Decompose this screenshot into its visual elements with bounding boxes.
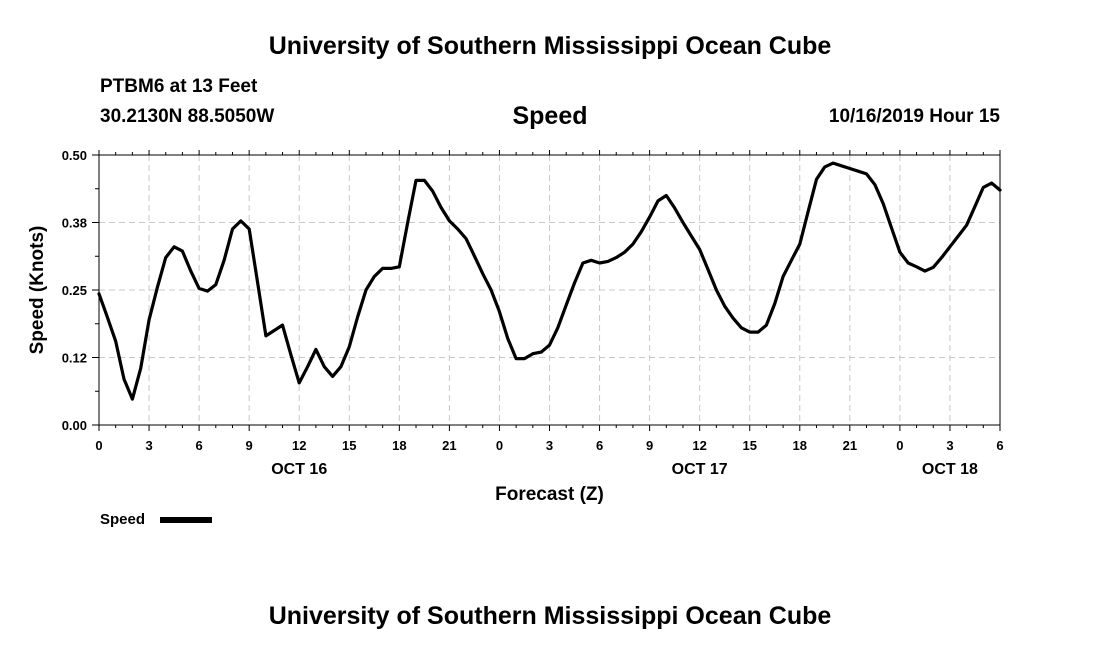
x-tick-label: 3	[946, 438, 953, 453]
datetime-label: 10/16/2019 Hour 15	[828, 106, 1000, 127]
y-tick-label: 0.25	[62, 283, 87, 298]
y-tick-label: 0.00	[62, 418, 87, 433]
x-tick-label: 12	[292, 438, 306, 453]
chart-title: Speed	[512, 102, 588, 130]
x-tick-label: 21	[843, 438, 857, 453]
coordinates-label: 30.2130N 88.5050W	[100, 106, 275, 127]
axis-ticks	[92, 150, 1001, 431]
x-tick-label: 9	[646, 438, 653, 453]
date-label: OCT 16	[271, 461, 327, 478]
y-tick-label: 0.50	[62, 148, 87, 163]
x-tick-label: 18	[392, 438, 406, 453]
station-label: PTBM6 at 13 Feet	[100, 76, 258, 97]
x-tick-label: 21	[442, 438, 456, 453]
x-tick-label: 0	[896, 438, 903, 453]
x-tick-label: 0	[496, 438, 503, 453]
y-tick-label: 0.12	[62, 351, 87, 366]
date-label: OCT 17	[672, 461, 728, 478]
chart-grid	[99, 155, 1000, 425]
x-tick-label: 0	[95, 438, 102, 453]
x-tick-label: 3	[546, 438, 553, 453]
x-tick-label: 15	[342, 438, 356, 453]
legend-label: Speed	[100, 511, 145, 528]
date-label: OCT 18	[922, 461, 978, 478]
x-tick-label: 18	[793, 438, 807, 453]
x-tick-label: 9	[246, 438, 253, 453]
tick-labels: 0 3 6 9 12 15 18 21 0 3 6 9 12 15 18 21 0 3 6 0.00 0.12 0.25 0…	[62, 148, 1004, 478]
footer-title: University of Southern Mississippi Ocean…	[268, 602, 832, 630]
x-tick-label: 3	[145, 438, 152, 453]
legend: Speed	[100, 511, 212, 528]
x-tick-label: 12	[692, 438, 706, 453]
x-tick-label: 6	[996, 438, 1003, 453]
x-tick-label: 6	[596, 438, 603, 453]
x-tick-label: 6	[195, 438, 202, 453]
legend-swatch	[160, 517, 212, 523]
x-tick-label: 15	[742, 438, 756, 453]
series-line-speed	[97, 161, 1002, 401]
x-axis-label: Forecast (Z)	[495, 484, 604, 505]
header-title: University of Southern Mississippi Ocean…	[268, 32, 832, 60]
y-tick-label: 0.38	[62, 216, 87, 231]
y-axis-label: Speed (Knots)	[27, 226, 48, 355]
